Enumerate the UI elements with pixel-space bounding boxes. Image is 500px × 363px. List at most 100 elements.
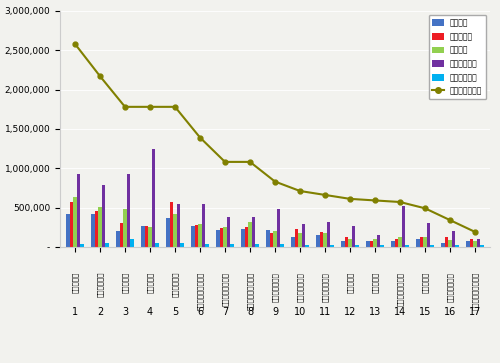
Bar <box>430 245 434 247</box>
Bar <box>180 243 184 247</box>
Bar <box>130 239 134 247</box>
브랜드평판지수 <box>72 42 78 46</box>
Bar <box>391 241 394 247</box>
브랜드평판지수 <box>347 197 353 201</box>
Bar <box>80 245 84 247</box>
Bar <box>226 217 230 247</box>
브랜드평판지수 <box>97 74 103 78</box>
Bar <box>223 227 226 247</box>
Bar <box>170 202 173 247</box>
Bar <box>377 235 380 247</box>
Bar <box>216 229 220 247</box>
Bar <box>398 237 402 247</box>
Text: 경주보문리조트: 경주보문리조트 <box>272 272 278 302</box>
Bar <box>94 211 98 247</box>
Text: 대명리조트: 대명리조트 <box>146 272 154 293</box>
Bar <box>173 214 176 247</box>
브랜드평판지수 <box>397 200 403 204</box>
브랜드평판지수 <box>297 189 303 193</box>
Bar <box>73 197 77 247</box>
Bar <box>320 232 323 247</box>
Bar <box>66 214 70 247</box>
Bar <box>370 241 373 247</box>
브랜드평판지수 <box>272 179 278 184</box>
Bar <box>341 241 344 247</box>
Text: 에덱밸리리조트: 에덱밸리리조트 <box>446 272 454 302</box>
Bar <box>148 227 152 247</box>
Bar <box>291 237 295 247</box>
Bar <box>373 239 377 247</box>
브랜드평판지수 <box>247 160 253 164</box>
Bar <box>455 245 458 247</box>
Text: 리솔리조트: 리솔리조트 <box>422 272 428 293</box>
브랜드평판지수 <box>447 218 453 222</box>
Bar <box>302 224 305 247</box>
Bar <box>194 225 198 247</box>
Bar <box>120 223 123 247</box>
Text: 파인리조트: 파인리조트 <box>372 272 378 293</box>
Text: 휘니스리조트: 휘니스리조트 <box>172 272 178 297</box>
Bar <box>270 233 273 247</box>
Bar <box>70 202 73 247</box>
Bar <box>298 233 302 247</box>
브랜드평판지수 <box>222 160 228 164</box>
Bar <box>152 148 155 247</box>
Bar <box>248 223 252 247</box>
Bar <box>176 204 180 247</box>
Bar <box>280 245 283 247</box>
Bar <box>145 225 148 247</box>
Text: 엘리시안리조트: 엘리시안리조트 <box>296 272 304 302</box>
Bar <box>323 233 326 247</box>
Text: 무주덕유산리조트: 무주덕유산리조트 <box>222 272 228 306</box>
Bar <box>352 225 355 247</box>
Bar <box>127 175 130 247</box>
Bar <box>348 239 352 247</box>
Bar <box>452 231 455 247</box>
Bar <box>98 207 102 247</box>
Text: 용평리조트: 용평리조트 <box>72 272 78 293</box>
Bar <box>77 174 80 247</box>
Bar <box>402 206 405 247</box>
Bar <box>416 239 420 247</box>
Bar <box>344 237 348 247</box>
Bar <box>116 231 119 247</box>
Bar <box>448 240 452 247</box>
브랜드평판지수 <box>172 105 178 109</box>
Bar <box>102 185 105 247</box>
브랜드평판지수 <box>422 206 428 211</box>
브랜드평판지수 <box>372 198 378 203</box>
Bar <box>394 239 398 247</box>
Text: 공지암리조트: 공지암리조트 <box>96 272 103 297</box>
Bar <box>441 243 445 247</box>
브랜드평판지수 <box>197 135 203 140</box>
Bar <box>305 245 308 247</box>
브랜드평판지수 <box>147 105 153 109</box>
Bar <box>380 245 384 247</box>
Bar <box>241 229 244 247</box>
Bar <box>476 239 480 247</box>
Bar <box>426 223 430 247</box>
Bar <box>244 227 248 247</box>
Bar <box>105 243 109 247</box>
Bar <box>355 245 358 247</box>
Bar <box>326 223 330 247</box>
Legend: 참여지수, 미디어지수, 소통지수, 커뮤니티지수, 사회공헌지수, 브랜드평판지수: 참여지수, 미디어지수, 소통지수, 커뮤니티지수, 사회공헌지수, 브랜드평판… <box>428 15 486 99</box>
Bar <box>466 241 469 247</box>
Bar <box>266 229 270 247</box>
Bar <box>277 209 280 247</box>
Bar <box>405 245 408 247</box>
Bar <box>202 204 205 247</box>
Bar <box>166 218 170 247</box>
Bar <box>91 214 95 247</box>
Bar <box>480 245 484 247</box>
브랜드평판지수 <box>122 105 128 109</box>
Bar <box>470 239 473 247</box>
Bar <box>191 225 194 247</box>
Bar <box>294 229 298 247</box>
Bar <box>445 237 448 247</box>
Bar <box>123 209 127 247</box>
Text: 강원리조트: 강원리조트 <box>346 272 354 293</box>
Bar <box>473 241 476 247</box>
Bar <box>330 245 334 247</box>
Bar <box>220 228 223 247</box>
